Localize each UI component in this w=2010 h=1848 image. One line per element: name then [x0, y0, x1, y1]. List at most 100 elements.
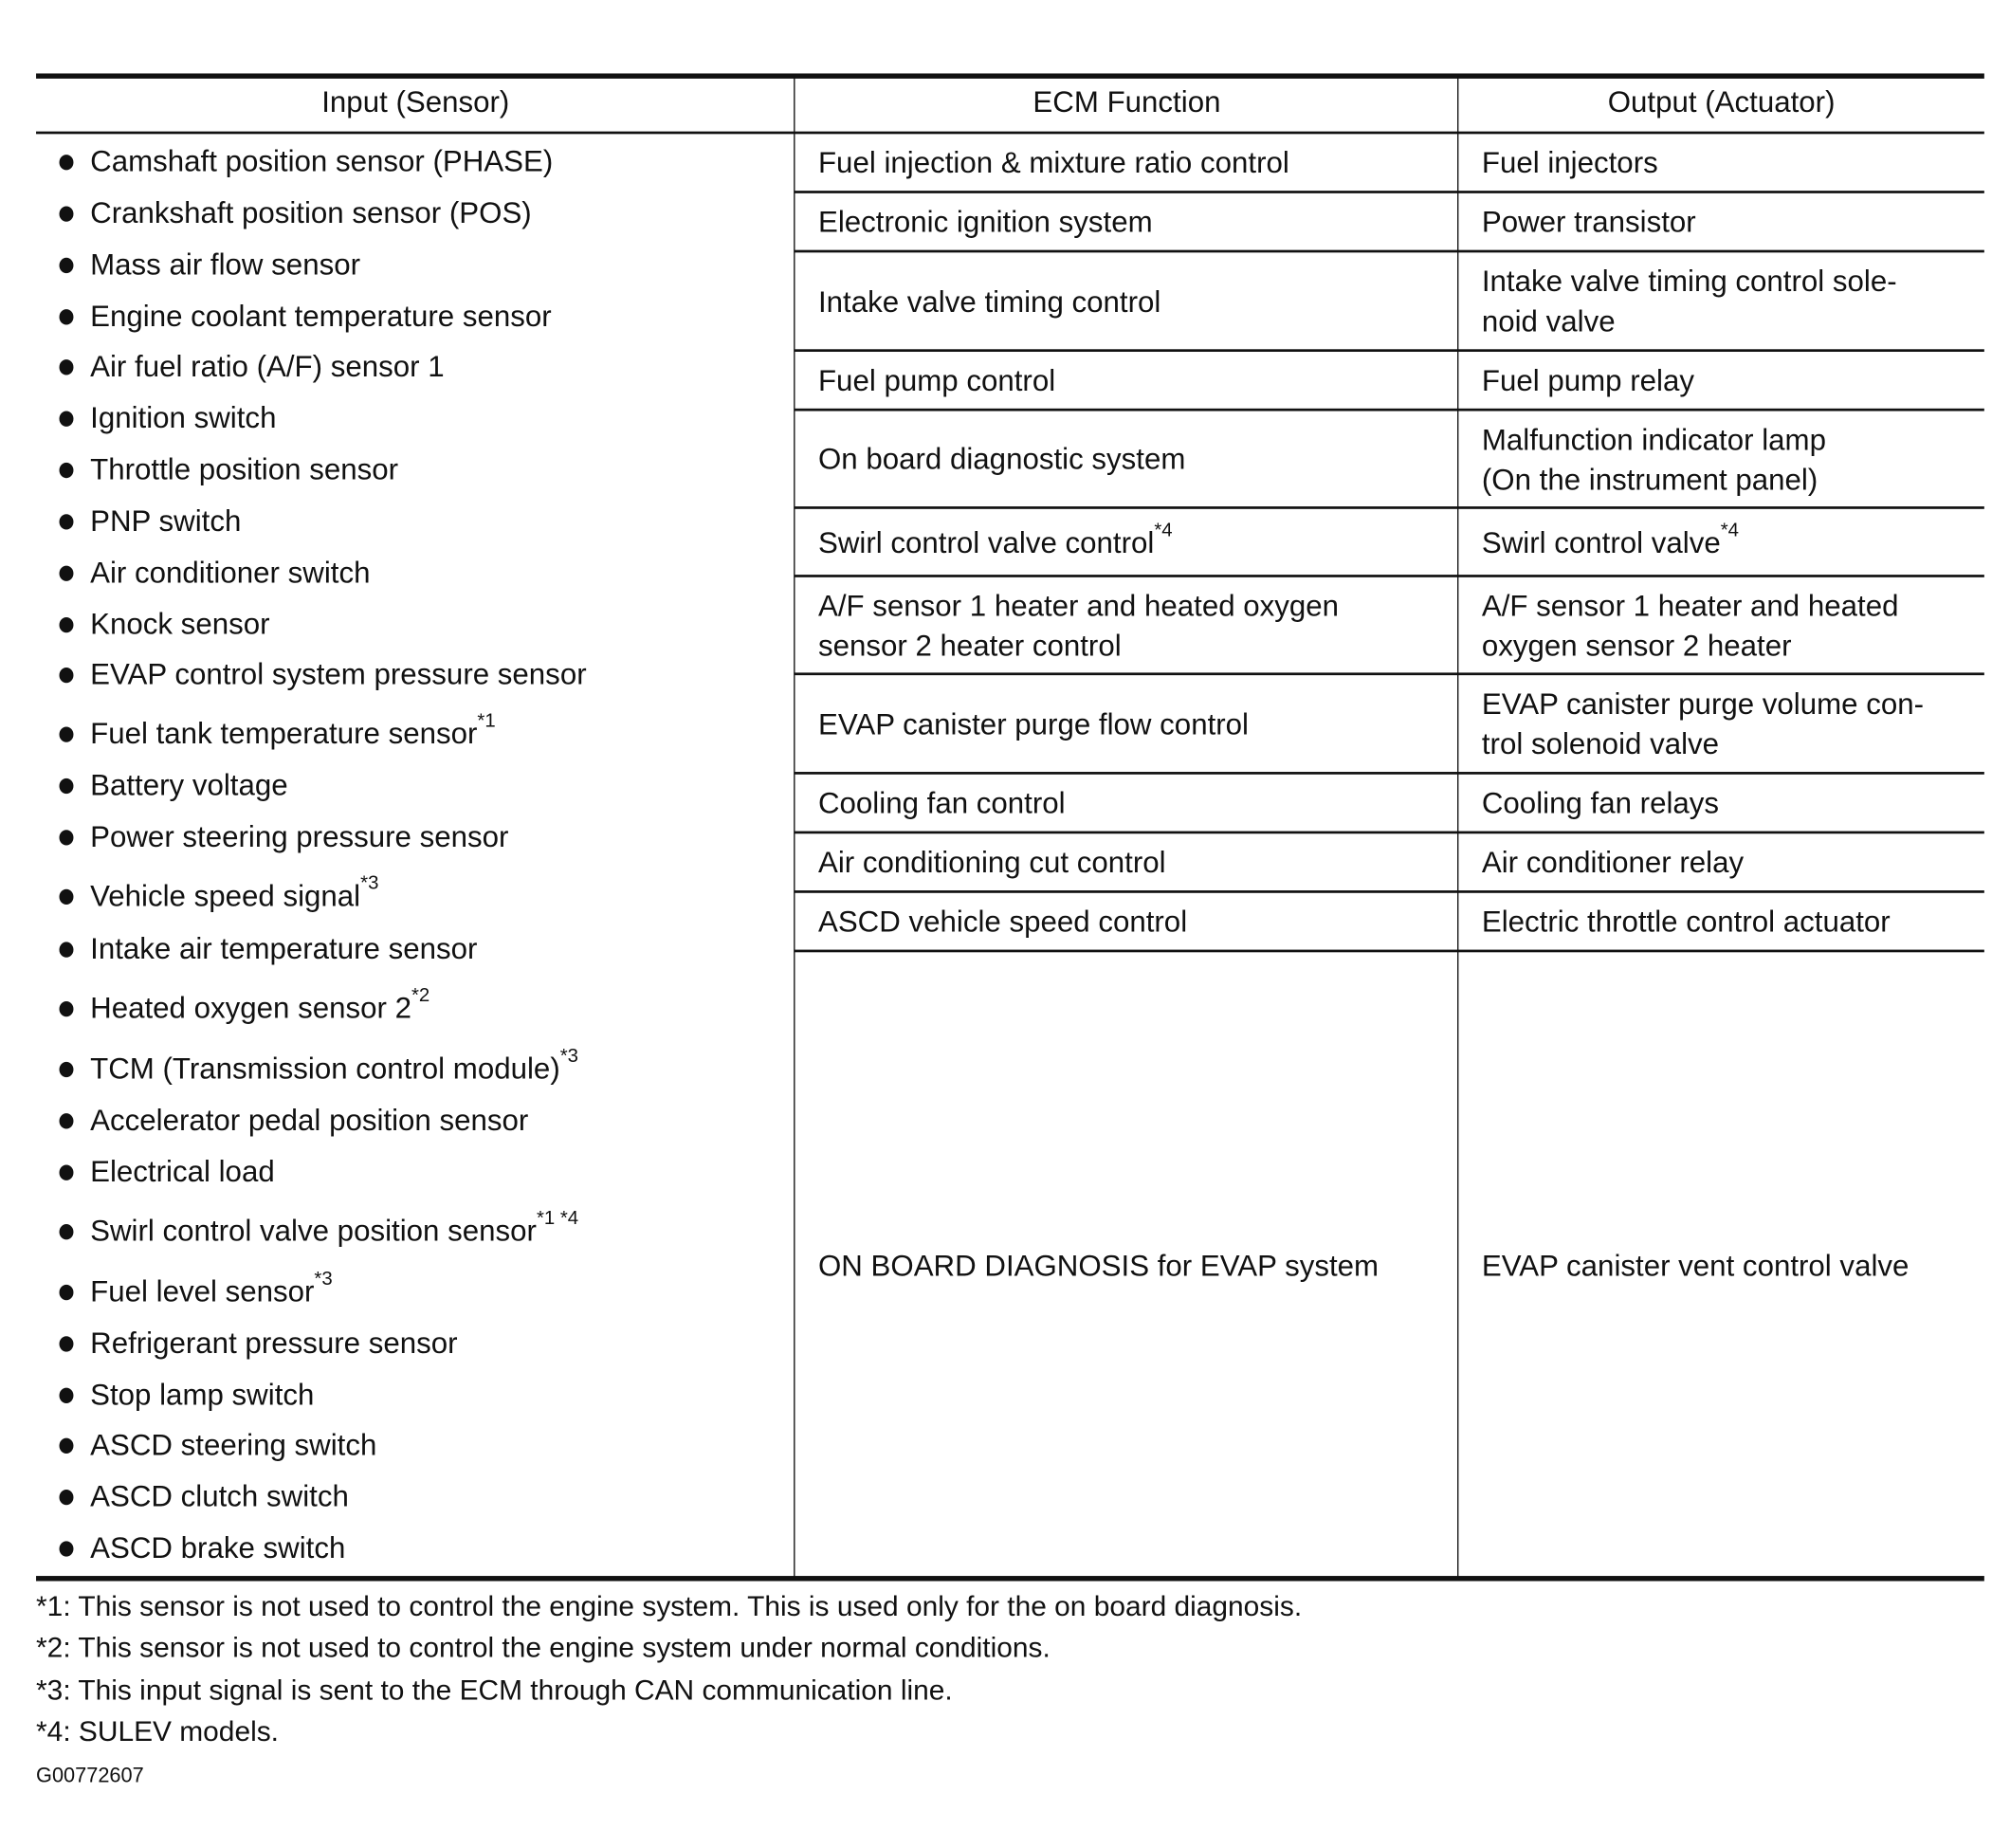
ecm-function-cell: On board diagnostic system: [818, 442, 1185, 477]
input-item: Intake air temperature sensor: [90, 932, 477, 967]
output-cell: oxygen sensor 2 heater: [1482, 629, 1792, 664]
ecm-function-cell: Intake valve timing control: [818, 284, 1160, 320]
output-cell-text: oxygen sensor 2 heater: [1481, 628, 1792, 662]
ecm-function-cell: ON BOARD DIAGNOSIS for EVAP system: [818, 1248, 1379, 1283]
ecm-function-cell: Fuel injection & mixture ratio control: [818, 146, 1289, 181]
ecm-function-cell: ASCD vehicle speed control: [818, 905, 1187, 940]
ecm-function-cell: sensor 2 heater control: [818, 629, 1122, 664]
bullet-icon: [59, 411, 74, 427]
ecm-function-cell: Swirl control valve control*4: [817, 519, 1173, 560]
header-input: Input (Sensor): [321, 84, 510, 119]
footnote-mark: *3: [360, 872, 379, 895]
output-cell: EVAP canister purge volume con-: [1482, 686, 1924, 722]
bullet-icon: [59, 1061, 74, 1078]
bullet-icon: [59, 257, 74, 274]
output-cell-text: Fuel injectors: [1481, 145, 1658, 179]
output-cell-text: Malfunction indicator lamp: [1481, 422, 1826, 456]
input-item-label: PNP switch: [90, 503, 242, 538]
input-item: Fuel level sensor*3: [90, 1268, 333, 1309]
output-cell-text: Swirl control valve: [1481, 524, 1721, 559]
input-item-label: Accelerator pedal position sensor: [90, 1103, 529, 1137]
bullet-icon: [59, 1336, 74, 1352]
output-cell: Electric throttle control actuator: [1482, 905, 1891, 940]
row-divider: [795, 506, 1984, 509]
input-item-label: Electrical load: [90, 1154, 275, 1188]
footnote-mark: *3: [314, 1268, 333, 1290]
input-item: Vehicle speed signal*3: [90, 872, 378, 914]
input-item-label: Heated oxygen sensor 2: [90, 991, 411, 1025]
bullet-icon: [59, 888, 74, 906]
ecm-function-cell-text: sensor 2 heater control: [817, 628, 1122, 662]
input-item: Ignition switch: [90, 401, 276, 436]
input-item-label: Mass air flow sensor: [90, 247, 361, 282]
bullet-icon: [59, 830, 74, 846]
input-item: Accelerator pedal position sensor: [90, 1103, 528, 1138]
input-item: Swirl control valve position sensor*1 *4: [90, 1207, 578, 1249]
bullet-icon: [59, 1164, 74, 1180]
input-item: Power steering pressure sensor: [90, 819, 508, 854]
input-item: Air conditioner switch: [90, 556, 370, 591]
row-divider: [795, 949, 1984, 952]
bullet-icon: [59, 155, 74, 171]
input-item-label: Air conditioner switch: [90, 555, 371, 590]
row-divider: [795, 772, 1984, 775]
output-cell-text: A/F sensor 1 heater and heated: [1481, 588, 1899, 622]
input-item-label: Battery voltage: [90, 767, 288, 802]
footnote-mark: *1: [477, 709, 496, 732]
input-item-label: Air fuel ratio (A/F) sensor 1: [90, 349, 445, 383]
output-cell-text: Intake valve timing control sole-: [1481, 264, 1897, 298]
bullet-icon: [59, 1437, 74, 1454]
bullet-icon: [59, 942, 74, 958]
row-divider: [795, 831, 1984, 833]
footnote-mark: *3: [559, 1045, 579, 1068]
ecm-function-cell-text: Cooling fan control: [817, 785, 1066, 820]
footnote: *3: This input signal is sent to the ECM…: [36, 1674, 953, 1707]
output-cell-text: EVAP canister purge volume con-: [1481, 686, 1925, 721]
bullet-icon: [59, 565, 74, 581]
output-cell-text: (On the instrument panel): [1481, 462, 1818, 496]
bullet-icon: [59, 1490, 74, 1506]
row-divider: [795, 672, 1984, 675]
ecm-function-cell-text: ON BOARD DIAGNOSIS for EVAP system: [817, 1248, 1380, 1282]
footnote-mark: *2: [411, 984, 430, 1007]
bullet-icon: [59, 462, 74, 479]
input-item-label: TCM (Transmission control module): [90, 1051, 560, 1086]
bullet-icon: [59, 1113, 74, 1129]
input-item-label: ASCD steering switch: [90, 1427, 377, 1462]
table-top-rule: [36, 73, 1984, 79]
input-item: Heated oxygen sensor 2*2: [90, 984, 429, 1026]
input-item: EVAP control system pressure sensor: [90, 657, 586, 692]
ecm-function-cell-text: Swirl control valve control: [817, 524, 1155, 559]
header-divider: [36, 131, 1984, 134]
output-cell: A/F sensor 1 heater and heated: [1482, 588, 1899, 623]
input-item-label: ASCD brake switch: [90, 1530, 346, 1564]
bullet-icon: [59, 514, 74, 530]
input-item: ASCD steering switch: [90, 1428, 376, 1463]
output-cell-text: Cooling fan relays: [1481, 785, 1720, 820]
footnote: *1: This sensor is not used to control t…: [36, 1590, 1303, 1622]
bullet-icon: [59, 726, 74, 742]
input-item: Fuel tank temperature sensor*1: [90, 710, 496, 752]
bullet-icon: [59, 667, 74, 684]
input-item: Mass air flow sensor: [90, 247, 360, 283]
input-item-label: Engine coolant temperature sensor: [90, 299, 552, 333]
bullet-icon: [59, 1284, 74, 1301]
input-item-label: Stop lamp switch: [90, 1377, 315, 1412]
header-ecm-function: ECM Function: [1032, 84, 1221, 119]
input-item-label: Fuel tank temperature sensor: [90, 716, 478, 750]
output-cell: Malfunction indicator lamp: [1482, 422, 1826, 457]
output-cell-text: trol solenoid valve: [1481, 726, 1720, 760]
ecm-function-cell: Electronic ignition system: [818, 205, 1153, 240]
ecm-function-cell-text: A/F sensor 1 heater and heated oxygen: [817, 588, 1340, 622]
input-item-label: EVAP control system pressure sensor: [90, 657, 587, 691]
ecm-function-cell-text: On board diagnostic system: [817, 442, 1186, 476]
footnote-mark: *4: [1720, 518, 1740, 541]
input-item: Camshaft position sensor (PHASE): [90, 144, 553, 179]
bullet-icon: [59, 1387, 74, 1403]
input-item-label: Knock sensor: [90, 607, 270, 641]
footnote: *4: SULEV models.: [36, 1714, 279, 1747]
bullet-icon: [59, 359, 74, 375]
ecm-function-cell: Fuel pump control: [818, 363, 1055, 398]
row-divider: [795, 575, 1984, 577]
